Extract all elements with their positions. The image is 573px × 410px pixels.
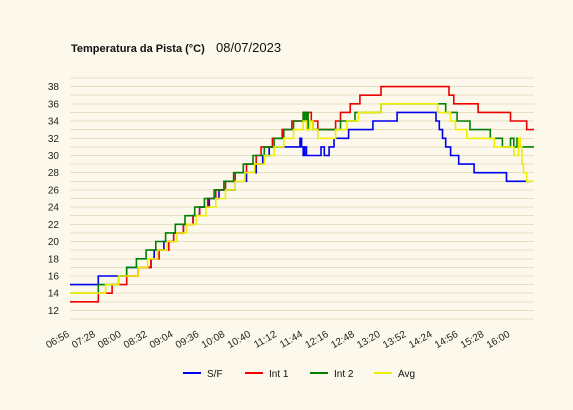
y-tick-label: 38 xyxy=(48,82,60,93)
legend-label: S/F xyxy=(207,369,223,380)
series-line xyxy=(70,103,534,294)
y-tick-label: 22 xyxy=(48,220,60,231)
y-tick-label: 28 xyxy=(48,168,60,179)
chart-series xyxy=(70,85,534,303)
chart-subtitle-date: 08/07/2023 xyxy=(216,40,281,55)
y-tick-label: 18 xyxy=(48,254,60,265)
legend-label: Int 2 xyxy=(334,369,354,380)
y-tick-label: 14 xyxy=(48,289,60,300)
y-tick-label: 30 xyxy=(48,151,60,162)
chart-title: Temperatura da Pista (°C) xyxy=(71,43,205,55)
chart-legend: S/F Int 1 Int 2 Avg xyxy=(183,369,415,380)
y-tick-label: 24 xyxy=(48,203,60,214)
y-tick-label: 20 xyxy=(48,237,60,248)
y-tick-label: 12 xyxy=(48,306,60,317)
legend-label: Int 1 xyxy=(269,369,289,380)
y-axis: 12 14 16 18 20 22 24 26 28 30 32 34 36 38 xyxy=(48,82,60,317)
series-line xyxy=(70,103,534,294)
y-tick-label: 36 xyxy=(48,99,60,110)
legend-label: Avg xyxy=(398,369,415,380)
y-tick-label: 26 xyxy=(48,185,60,196)
y-tick-label: 34 xyxy=(48,117,60,128)
y-tick-label: 32 xyxy=(48,134,60,145)
y-tick-label: 16 xyxy=(48,271,60,282)
